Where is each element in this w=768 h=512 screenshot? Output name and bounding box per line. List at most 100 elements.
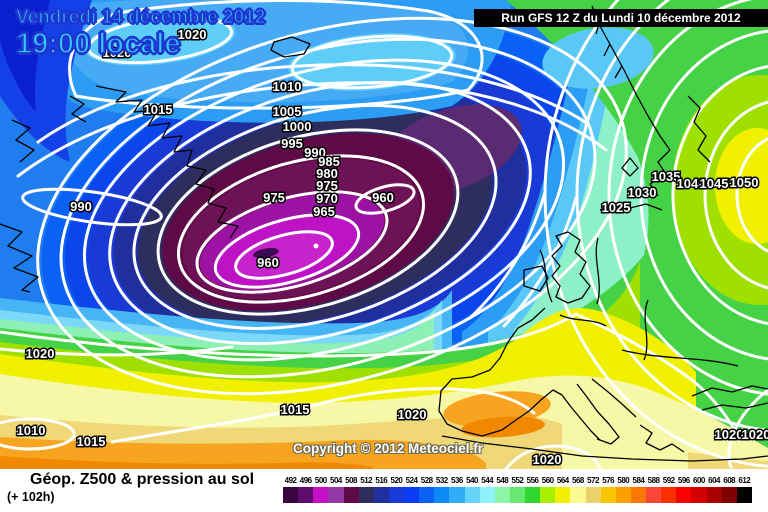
isobar-label-1020: 1020 — [742, 427, 768, 442]
legend-tick-label: 596 — [677, 476, 690, 485]
legend-tick-label: 568 — [572, 476, 584, 485]
coastline-black-sea — [691, 385, 768, 411]
legend-step: 504 — [328, 475, 344, 503]
legend-step: 568 — [570, 475, 586, 503]
legend-color-swatch — [479, 487, 495, 503]
legend-tick-label: 544 — [481, 476, 494, 485]
legend-color-swatch — [464, 487, 480, 503]
legend-tick-label: 584 — [632, 476, 645, 485]
isobar-label-960: 960 — [257, 255, 279, 270]
legend-color-swatch — [661, 487, 677, 503]
legend-color-swatch — [555, 487, 571, 503]
legend-tick-label: 508 — [345, 476, 357, 485]
legend-step: 496 — [298, 475, 314, 503]
legend-color-swatch — [630, 487, 646, 503]
isobar-label-1020: 1020 — [103, 45, 132, 60]
legend-step: 532 — [434, 475, 450, 503]
legend-tick-label: 604 — [708, 476, 720, 485]
legend-tick-label: 588 — [647, 476, 660, 485]
isobar-label-1035: 1035 — [652, 169, 681, 184]
legend-color-swatch — [494, 487, 510, 503]
weather-map-canvas: 1020102010151010100510009959909859809759… — [0, 0, 768, 469]
legend-tick-label: 516 — [375, 476, 388, 485]
isobar-label-1020: 1020 — [398, 407, 427, 422]
legend-color-swatch — [646, 487, 662, 503]
coastline-france-iberia — [438, 307, 601, 441]
legend-step: 500 — [313, 475, 329, 503]
legend-tick-label: 608 — [723, 476, 736, 485]
isobar-label-965: 965 — [313, 204, 335, 219]
legend-color-swatch — [540, 487, 556, 503]
coastline-baltic — [621, 95, 711, 197]
legend-tick-label: 564 — [556, 476, 569, 485]
legend-tick-label: 552 — [511, 476, 524, 485]
legend-tick-label: 500 — [314, 476, 327, 485]
legend-color-swatch — [721, 487, 737, 503]
legend-step: 528 — [419, 475, 435, 503]
coastline-uk — [551, 231, 591, 304]
isobar-label-1015: 1015 — [281, 402, 310, 417]
legend-color-swatch — [691, 487, 707, 503]
isobar-contours — [0, 0, 768, 469]
legend-color-swatch — [706, 487, 722, 503]
isobar-label-1050: 1050 — [730, 175, 759, 190]
coastline-ireland — [523, 265, 549, 292]
legend-tick-label: 580 — [617, 476, 630, 485]
legend-color-swatch — [570, 487, 586, 503]
legend-step: 552 — [509, 475, 525, 503]
legend-color-swatch — [313, 487, 329, 503]
isobar-label-980: 980 — [316, 166, 338, 181]
legend-tick-label: 536 — [451, 476, 463, 485]
legend-step: 612 — [736, 475, 752, 503]
legend-color-swatch — [404, 487, 420, 503]
legend-tick-label: 560 — [541, 476, 554, 485]
isobar-label-1045: 1045 — [700, 176, 729, 191]
legend-step: 592 — [661, 475, 677, 503]
isobar-label-960: 960 — [372, 190, 394, 205]
legend-color-swatch — [434, 487, 450, 503]
legend-step: 604 — [706, 475, 722, 503]
legend-color-swatch — [298, 487, 314, 503]
forecast-lead-time: (+ 102h) — [7, 490, 55, 504]
legend-tick-label: 576 — [602, 476, 615, 485]
isobar-label-995: 995 — [281, 136, 303, 151]
coastline-greece — [639, 424, 685, 453]
legend-color-swatch — [283, 487, 299, 503]
isobar-label-1015: 1015 — [77, 434, 106, 449]
legend-tick-label: 592 — [662, 476, 675, 485]
legend-color-swatch — [615, 487, 631, 503]
legend-color-swatch — [358, 487, 374, 503]
legend-tick-label: 612 — [738, 476, 751, 485]
legend-step: 608 — [721, 475, 737, 503]
isobar-label-1000: 1000 — [283, 119, 312, 134]
legend-tick-label: 572 — [587, 476, 599, 485]
isobar-label-1005: 1005 — [273, 104, 302, 119]
legend-step: 540 — [464, 475, 480, 503]
legend-tick-label: 512 — [360, 476, 373, 485]
legend-step: 516 — [373, 475, 389, 503]
isobar-label-1025: 1025 — [602, 200, 631, 215]
legend-color-swatch — [600, 487, 616, 503]
low-core-minimum — [253, 248, 279, 258]
legend-step: 520 — [388, 475, 404, 503]
isobar-label-1020: 1020 — [715, 427, 744, 442]
legend-tick-label: 600 — [693, 476, 705, 485]
legend-color-swatch — [509, 487, 525, 503]
legend-tick-label: 524 — [405, 476, 418, 485]
legend-step: 584 — [630, 475, 646, 503]
legend-tick-label: 504 — [330, 476, 342, 485]
footer-bar: Géop. Z500 & pression au sol (+ 102h) 49… — [0, 469, 768, 512]
legend-color-swatch — [585, 487, 601, 503]
coastline-greenland — [95, 85, 239, 239]
secondary-low-960-contour — [354, 183, 416, 215]
legend-tick-label: 528 — [420, 476, 433, 485]
legend-step: 548 — [494, 475, 510, 503]
legend-step: 544 — [479, 475, 495, 503]
legend-step: 588 — [646, 475, 662, 503]
legend-color-swatch — [676, 487, 692, 503]
high-core-1050 — [715, 128, 768, 244]
coastline-iceland — [270, 36, 311, 58]
coastline-norway — [591, 5, 671, 151]
legend-color-swatch — [419, 487, 435, 503]
isobar-label-1020: 1020 — [533, 452, 562, 467]
